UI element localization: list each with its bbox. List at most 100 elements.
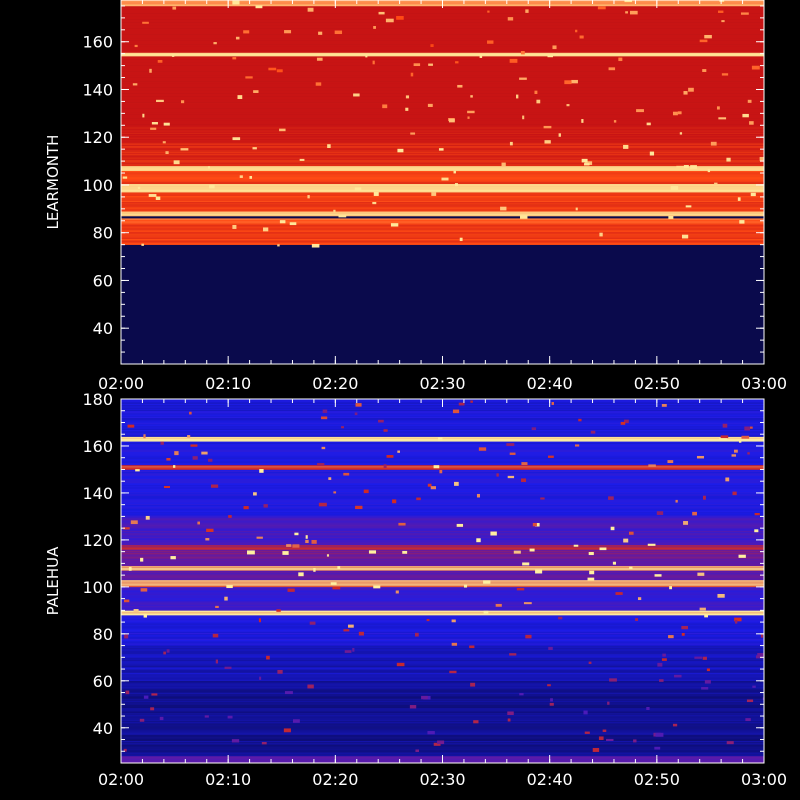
burst-mark — [124, 634, 129, 639]
frequency-row — [121, 433, 764, 435]
burst-mark — [160, 441, 164, 445]
frequency-row — [121, 699, 764, 702]
frequency-row — [121, 413, 764, 415]
burst-mark — [598, 736, 604, 740]
burst-mark — [543, 125, 552, 129]
frequency-row — [121, 60, 764, 63]
y-tick-label: 40 — [93, 319, 113, 338]
burst-mark — [181, 100, 185, 104]
frequency-row — [121, 430, 764, 433]
frequency-row — [121, 720, 764, 723]
burst-mark — [697, 572, 705, 576]
frequency-row — [121, 576, 764, 578]
frequency-row — [121, 238, 764, 241]
burst-mark — [317, 463, 325, 466]
burst-mark — [347, 624, 354, 628]
burst-mark — [483, 580, 491, 584]
frequency-row — [121, 449, 764, 451]
frequency-row — [121, 603, 764, 605]
frequency-row — [121, 710, 764, 712]
burst-mark — [311, 539, 317, 544]
frequency-row — [121, 590, 764, 592]
burst-mark — [500, 206, 507, 211]
frequency-row — [121, 679, 764, 682]
frequency-row — [121, 159, 764, 162]
frequency-row — [121, 619, 764, 622]
frequency-row — [121, 518, 764, 521]
burst-mark — [681, 632, 685, 636]
burst-mark — [428, 63, 433, 66]
frequency-row — [121, 122, 764, 125]
burst-mark — [383, 429, 388, 432]
frequency-row — [121, 170, 764, 173]
burst-mark — [623, 144, 629, 149]
burst-mark — [759, 156, 764, 161]
frequency-row — [121, 504, 764, 507]
frequency-row — [121, 465, 764, 468]
frequency-row — [121, 96, 764, 99]
burst-mark — [674, 674, 682, 678]
frequency-row — [121, 532, 764, 535]
frequency-row — [121, 751, 764, 753]
burst-mark — [719, 0, 725, 2]
x-tick-label: 02:30 — [419, 770, 465, 789]
burst-mark — [321, 416, 328, 420]
burst-mark — [668, 215, 674, 219]
frequency-row — [121, 421, 764, 423]
burst-mark — [483, 610, 489, 614]
burst-mark — [609, 678, 617, 682]
burst-mark — [372, 201, 377, 205]
frequency-row — [121, 609, 764, 611]
burst-mark — [338, 215, 347, 218]
frequency-row — [121, 677, 764, 679]
frequency-row — [121, 112, 764, 114]
burst-mark — [210, 484, 219, 488]
burst-mark — [675, 499, 678, 503]
frequency-row — [121, 16, 764, 19]
frequency-row — [121, 227, 764, 230]
frequency-row — [121, 512, 764, 515]
burst-mark — [630, 10, 638, 15]
burst-mark — [702, 495, 706, 500]
burst-mark — [123, 599, 130, 603]
burst-mark — [205, 538, 210, 541]
burst-mark — [385, 18, 394, 23]
burst-mark — [259, 469, 264, 473]
burst-mark — [277, 669, 283, 674]
frequency-row — [121, 497, 764, 500]
burst-mark — [750, 192, 756, 197]
frequency-row — [121, 639, 764, 642]
frequency-row — [121, 64, 764, 66]
frequency-row — [121, 440, 764, 442]
burst-mark — [624, 0, 633, 3]
burst-mark — [547, 54, 553, 58]
frequency-row — [121, 501, 764, 503]
burst-mark — [672, 723, 678, 727]
burst-mark — [413, 63, 421, 67]
frequency-row — [121, 515, 764, 517]
frequency-row — [121, 591, 764, 594]
frequency-row — [121, 157, 764, 160]
frequency-row — [121, 475, 764, 477]
frequency-row — [121, 537, 764, 540]
frequency-row — [121, 719, 764, 722]
y-tick-label: 80 — [93, 625, 113, 644]
frequency-row — [121, 559, 764, 562]
x-tick-label: 02:20 — [312, 770, 358, 789]
burst-mark — [521, 462, 528, 465]
frequency-row — [121, 11, 764, 14]
burst-mark — [415, 749, 420, 752]
burst-mark — [470, 95, 473, 98]
frequency-row — [121, 94, 764, 96]
frequency-row — [121, 588, 764, 590]
frequency-row — [121, 693, 764, 696]
x-tick-label: 03:00 — [741, 770, 787, 789]
burst-mark — [509, 653, 517, 656]
frequency-row — [121, 531, 764, 534]
frequency-row — [121, 53, 764, 56]
burst-mark — [670, 186, 679, 191]
burst-mark — [718, 117, 727, 120]
burst-mark — [232, 57, 237, 60]
frequency-row — [121, 713, 764, 716]
frequency-row — [121, 485, 764, 488]
